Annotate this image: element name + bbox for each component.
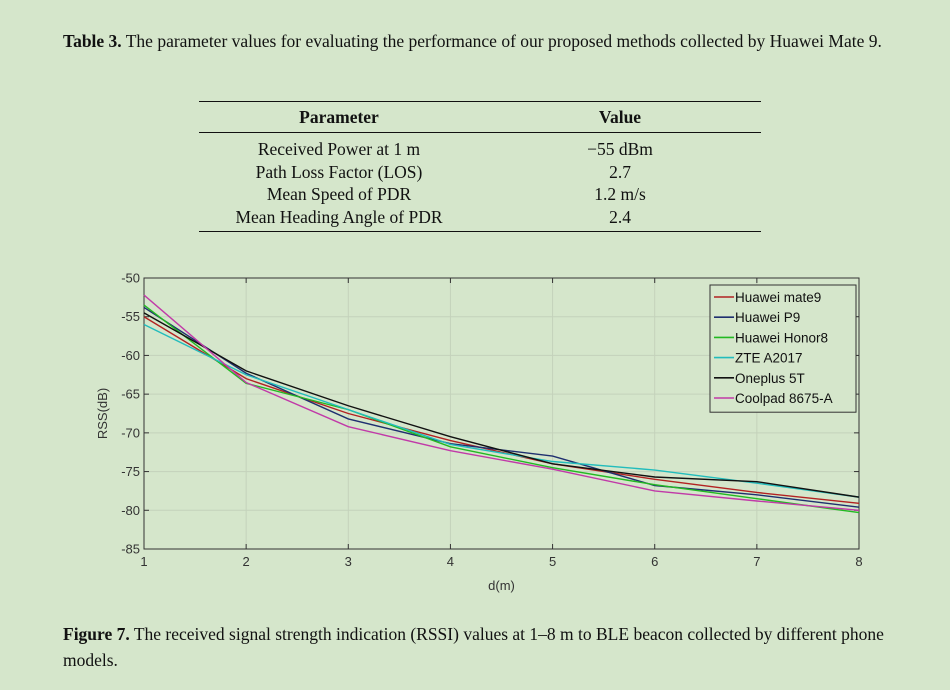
table-cell-value: 2.7 (609, 161, 631, 182)
x-tick-label: 4 (447, 554, 454, 569)
series-lines (143, 294, 860, 514)
parameter-table: Parameter Value Received Power at 1 m −5… (199, 101, 761, 232)
legend-label: Huawei Honor8 (735, 330, 828, 345)
legend-label: Oneplus 5T (735, 371, 805, 386)
y-tick-label: -65 (121, 387, 140, 402)
table-header-row: Parameter Value (199, 101, 761, 133)
table-caption-label: Table 3. (63, 31, 122, 51)
series-line-6 (143, 294, 860, 511)
table-cell-parameter: Mean Speed of PDR (266, 184, 412, 204)
x-tick-label: 7 (753, 554, 760, 569)
table-cell-parameter: Mean Heading Angle of PDR (199, 205, 479, 232)
legend-label: Huawei P9 (735, 310, 800, 325)
y-tick-label: -60 (121, 348, 140, 363)
legend-label: Coolpad 8675-A (735, 391, 833, 406)
table-row: Mean Speed of PDR 1.2 m/s (199, 183, 761, 206)
y-tick-label: -80 (121, 503, 140, 518)
legend-label: Huawei mate9 (735, 290, 821, 305)
y-tick-label: -85 (121, 542, 140, 557)
y-tick-label: -70 (121, 425, 140, 440)
legend: Huawei mate9 Huawei P9 Huawei Honor8 ZTE A2… (709, 284, 857, 413)
y-axis-ticks: -50 -55 -60 -65 -70 -75 -80 -85 (121, 271, 859, 557)
table-cell-value: 2.4 (479, 205, 761, 232)
table-cell-parameter: Received Power at 1 m (257, 139, 421, 159)
table-cell-value: 1.2 m/s (594, 184, 646, 204)
header-parameter: Parameter (199, 101, 479, 133)
legend-box (709, 284, 857, 413)
x-tick-label: 3 (345, 554, 352, 569)
x-tick-label: 5 (549, 554, 556, 569)
y-tick-label: -55 (121, 309, 140, 324)
legend-label: ZTE A2017 (735, 351, 803, 366)
x-axis-label: d(m) (488, 578, 515, 593)
x-tick-label: 6 (651, 554, 658, 569)
table-row: Received Power at 1 m −55 dBm (199, 133, 761, 161)
y-axis-label: RSS(dB) (95, 388, 110, 439)
y-tick-label: -50 (121, 271, 140, 286)
series-line-5 (143, 312, 860, 498)
table-caption-text: The parameter values for evaluating the … (121, 31, 882, 51)
y-tick-label: -75 (121, 464, 140, 479)
series-line-1 (143, 316, 860, 505)
x-tick-label: 1 (140, 554, 147, 569)
figure-caption-label: Figure 7. (63, 624, 130, 644)
header-value: Value (479, 101, 761, 133)
figure-caption: Figure 7. The received signal strength i… (63, 621, 903, 673)
series-line-3 (143, 304, 860, 514)
table-caption: Table 3. The parameter values for evalua… (63, 28, 903, 54)
x-tick-label: 8 (855, 554, 862, 569)
table-cell-value: −55 dBm (587, 139, 653, 159)
figure-caption-text: The received signal strength indication … (63, 624, 884, 670)
table-row: Path Loss Factor (LOS) 2.7 (199, 161, 761, 184)
x-tick-label: 2 (243, 554, 250, 569)
table-row: Mean Heading Angle of PDR 2.4 (199, 205, 761, 232)
plot-border (143, 277, 860, 550)
table-cell-parameter: Path Loss Factor (LOS) (255, 161, 423, 182)
x-axis-ticks: 1 2 3 4 5 6 7 8 (140, 278, 863, 569)
